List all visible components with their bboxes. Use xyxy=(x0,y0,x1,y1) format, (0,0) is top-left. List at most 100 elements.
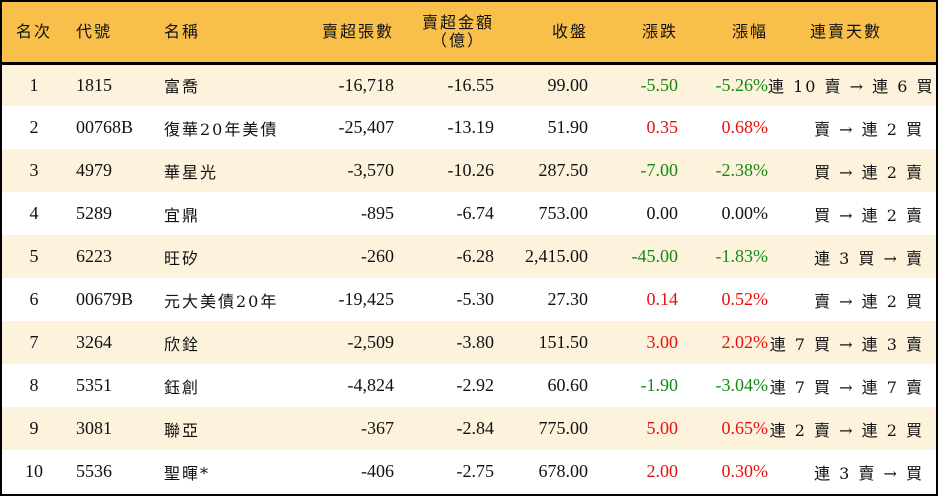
cell-rank: 7 xyxy=(29,332,39,352)
cell-change: 3.00 xyxy=(646,332,679,352)
cell-change: 0.00 xyxy=(646,203,679,223)
cell-streak: 連 2 賣 → 連 2 買 xyxy=(769,420,924,440)
header-streak: 連賣天數 xyxy=(768,2,936,65)
cell-net-sell-amount: -16.55 xyxy=(447,74,495,95)
header-rank: 名次 xyxy=(2,2,66,65)
header-change: 漲跌 xyxy=(588,2,678,65)
cell-change: -45.00 xyxy=(631,246,679,266)
cell-change: -7.00 xyxy=(640,160,679,180)
header-net-sell-amount: 賣超金額 （億） xyxy=(394,2,494,65)
table-header: 名次 代號 名稱 賣超張數 賣超金額 （億） 收盤 漲跌 漲幅 連賣天數 xyxy=(2,2,936,65)
cell-code: 00768B xyxy=(76,117,134,137)
cell-close: 151.50 xyxy=(538,332,589,352)
cell-code: 4979 xyxy=(76,160,112,180)
cell-rank: 3 xyxy=(29,160,39,180)
cell-rank: 2 xyxy=(29,117,39,137)
header-net-sell-amount-label: 賣超金額 （億） xyxy=(421,12,494,50)
cell-rank: 4 xyxy=(29,203,39,223)
cell-change-pct: 0.00% xyxy=(721,203,769,223)
cell-code: 5351 xyxy=(76,375,112,395)
cell-net-sell-amount: -2.92 xyxy=(456,375,495,395)
cell-name: 元大美債20年 xyxy=(164,291,279,311)
cell-name: 鈺創 xyxy=(164,377,201,397)
cell-code: 5289 xyxy=(76,203,112,223)
cell-name: 華星光 xyxy=(164,162,219,182)
cell-net-sell-amount: -6.74 xyxy=(456,203,495,223)
cell-streak: 連 3 買 → 賣 xyxy=(814,248,924,268)
cell-code: 5536 xyxy=(76,461,112,481)
cell-close: 678.00 xyxy=(538,461,589,481)
cell-close: 287.50 xyxy=(538,160,589,180)
cell-code: 3081 xyxy=(76,418,112,438)
cell-code: 1815 xyxy=(76,74,112,95)
cell-name: 富喬 xyxy=(164,77,201,97)
cell-net-sell-amount: -6.28 xyxy=(456,246,495,266)
cell-change-pct: 0.52% xyxy=(721,289,769,309)
cell-name: 聖暉* xyxy=(164,463,211,483)
cell-close: 60.60 xyxy=(547,375,589,395)
cell-net-sell-lots: -16,718 xyxy=(338,74,395,95)
cell-rank: 8 xyxy=(29,375,39,395)
cell-change-pct: 0.65% xyxy=(721,418,769,438)
cell-change: 0.35 xyxy=(646,117,679,137)
table-row: 7 3264 欣銓 -2,509 -3.80 151.50 3.00 2.02%… xyxy=(2,321,936,364)
cell-streak: 買 → 連 2 賣 xyxy=(814,205,924,225)
cell-close: 2,415.00 xyxy=(525,246,588,266)
cell-rank: 1 xyxy=(29,74,39,95)
cell-change: 2.00 xyxy=(646,461,679,481)
cell-net-sell-lots: -260 xyxy=(361,246,394,266)
cell-net-sell-lots: -2,509 xyxy=(347,332,395,352)
table-row: 5 6223 旺矽 -260 -6.28 2,415.00 -45.00 -1.… xyxy=(2,235,936,278)
cell-change-pct: 2.02% xyxy=(721,332,769,352)
cell-change-pct: -1.83% xyxy=(715,246,769,266)
cell-net-sell-lots: -4,824 xyxy=(347,375,395,395)
header-row: 名次 代號 名稱 賣超張數 賣超金額 （億） 收盤 漲跌 漲幅 連賣天數 xyxy=(2,2,936,65)
cell-net-sell-lots: -19,425 xyxy=(338,289,395,309)
cell-change: 5.00 xyxy=(646,418,679,438)
table-row: 8 5351 鈺創 -4,824 -2.92 60.60 -1.90 -3.04… xyxy=(2,364,936,407)
cell-change-pct: -5.26% xyxy=(715,74,769,95)
table-row: 4 5289 宜鼎 -895 -6.74 753.00 0.00 0.00% 買… xyxy=(2,192,936,235)
cell-net-sell-lots: -895 xyxy=(361,203,394,223)
cell-rank: 6 xyxy=(29,289,39,309)
cell-net-sell-lots: -3,570 xyxy=(347,160,395,180)
cell-code: 00679B xyxy=(76,289,134,309)
cell-code: 3264 xyxy=(76,332,112,352)
cell-net-sell-lots: -367 xyxy=(361,418,394,438)
cell-change-pct: 0.68% xyxy=(721,117,769,137)
cell-net-sell-amount: -2.75 xyxy=(456,461,495,481)
cell-streak: 連 7 買 → 連 3 賣 xyxy=(769,334,924,354)
header-net-sell-amount-line2: （億） xyxy=(430,30,485,50)
cell-streak: 連 10 賣 → 連 6 買 xyxy=(768,77,935,97)
cell-name: 旺矽 xyxy=(164,248,201,268)
cell-close: 753.00 xyxy=(538,203,589,223)
cell-rank: 10 xyxy=(25,461,43,481)
cell-name: 宜鼎 xyxy=(164,205,201,225)
cell-close: 775.00 xyxy=(538,418,589,438)
cell-net-sell-amount: -5.30 xyxy=(456,289,495,309)
cell-net-sell-amount: -2.84 xyxy=(456,418,495,438)
header-change-pct: 漲幅 xyxy=(678,2,768,65)
cell-streak: 賣 → 連 2 買 xyxy=(814,119,924,139)
cell-streak: 賣 → 連 2 買 xyxy=(814,291,924,311)
header-net-sell-amount-line1: 賣超金額 xyxy=(421,12,494,32)
cell-change-pct: 0.30% xyxy=(721,461,769,481)
cell-change-pct: -2.38% xyxy=(715,160,769,180)
cell-streak: 連 7 買 → 連 7 賣 xyxy=(769,377,924,397)
cell-close: 51.90 xyxy=(547,117,589,137)
cell-change: -5.50 xyxy=(640,74,679,95)
cell-net-sell-amount: -3.80 xyxy=(456,332,495,352)
cell-close: 27.30 xyxy=(547,289,589,309)
cell-rank: 5 xyxy=(29,246,39,266)
cell-rank: 9 xyxy=(29,418,39,438)
cell-close: 99.00 xyxy=(547,74,589,95)
table-body: 1 1815 富喬 -16,718 -16.55 99.00 -5.50 -5.… xyxy=(2,63,936,493)
table-row: 2 00768B 復華20年美債 -25,407 -13.19 51.90 0.… xyxy=(2,106,936,149)
cell-name: 復華20年美債 xyxy=(164,119,279,139)
table-row: 10 5536 聖暉* -406 -2.75 678.00 2.00 0.30%… xyxy=(2,450,936,493)
cell-net-sell-lots: -25,407 xyxy=(338,117,395,137)
cell-streak: 買 → 連 2 賣 xyxy=(814,162,924,182)
header-code: 代號 xyxy=(66,2,158,65)
